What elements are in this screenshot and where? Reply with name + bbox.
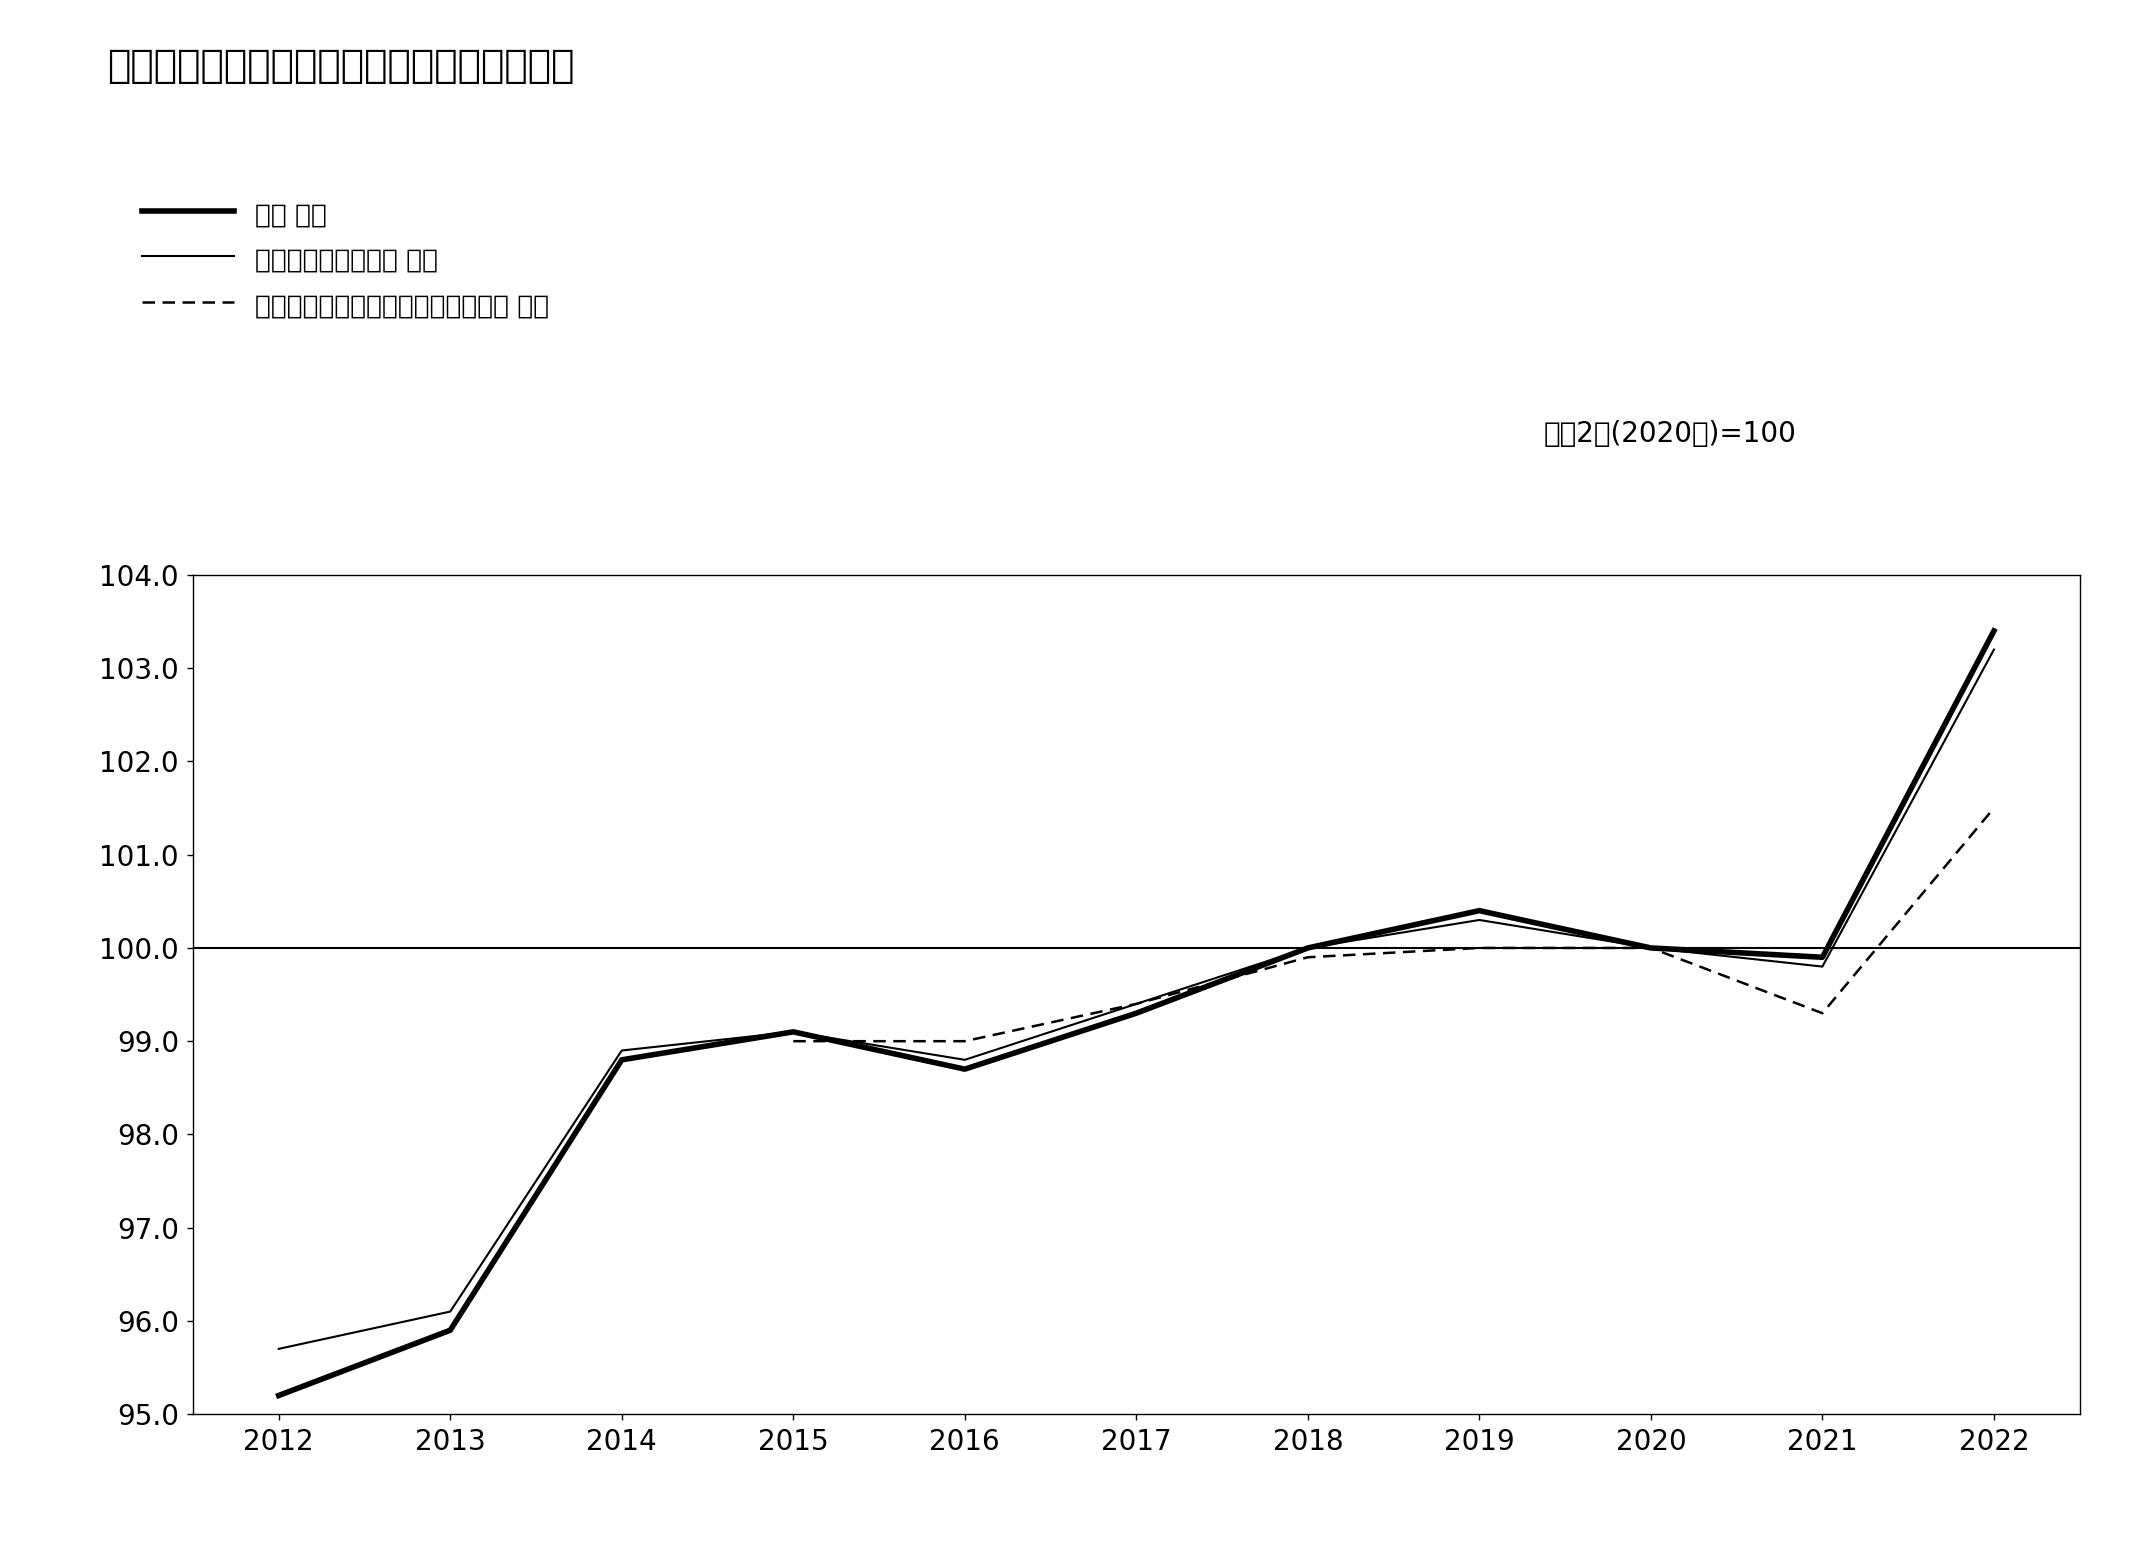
Text: 令和2年(2020年)=100: 令和2年(2020年)=100 — [1544, 420, 1797, 448]
Legend: 総合 指数, 生鮮食品を除く総合 指数, 生鮮食品及びエネルギーを除く総合 指数: 総合 指数, 生鮮食品を除く総合 指数, 生鮮食品及びエネルギーを除く総合 指数 — [142, 199, 549, 319]
Text: 名古屋市消費者物価指数　年次推移のグラフ: 名古屋市消費者物価指数 年次推移のグラフ — [107, 47, 575, 84]
